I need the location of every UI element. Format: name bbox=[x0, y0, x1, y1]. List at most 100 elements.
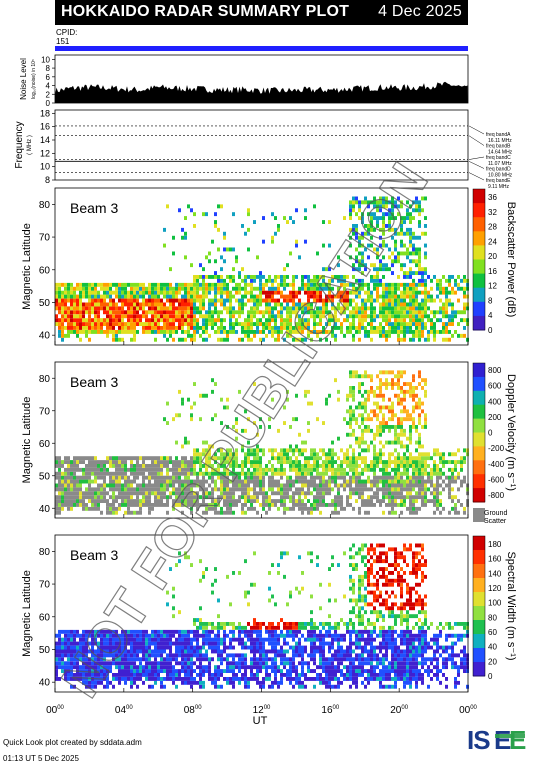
colorbar-segment bbox=[473, 474, 485, 488]
noise-y-tick-label: 2 bbox=[46, 90, 51, 99]
freq-y-tick-label: 8 bbox=[45, 175, 50, 185]
noise-y-tick-label: 4 bbox=[46, 82, 51, 91]
colorbar-segment bbox=[473, 446, 485, 460]
colorbar-tick-label: 0 bbox=[488, 672, 493, 681]
ut-tick-label: 0800 bbox=[184, 705, 202, 716]
ut-tick-label: 0000 bbox=[46, 705, 64, 716]
colorbar-segment bbox=[473, 363, 485, 377]
lat-axis-title: Magnetic Latitude bbox=[21, 397, 33, 484]
beam-annotation: Beam 3 bbox=[70, 200, 118, 216]
ground-scatter-swatch bbox=[473, 508, 485, 522]
colorbar-segment bbox=[473, 217, 485, 232]
ut-axis-label: UT bbox=[253, 715, 268, 727]
colorbar-tick-label: 80 bbox=[488, 613, 497, 622]
colorbar-tick-label: 600 bbox=[488, 382, 502, 391]
freq-band-name: freq bandA bbox=[486, 132, 511, 138]
colorbar-tick-label: 4 bbox=[488, 311, 493, 320]
colorbar-tick-label: -200 bbox=[488, 444, 505, 453]
colorbar-tick-label: 36 bbox=[488, 193, 497, 202]
freq-band-name: freq bandE bbox=[486, 178, 511, 184]
ground-scatter-label: Ground bbox=[484, 510, 507, 517]
freq-band-value: 11.07 MHz bbox=[488, 161, 512, 167]
colorbar-segment bbox=[473, 564, 485, 579]
colorbar-segment bbox=[473, 316, 485, 331]
footer-credit: Quick Look plot created by sddata.adm bbox=[3, 738, 142, 747]
colorbar-tick-label: 60 bbox=[488, 628, 497, 637]
freq-y-tick-label: 18 bbox=[40, 108, 50, 118]
lat-y-tick-label: 80 bbox=[39, 374, 51, 385]
colorbar-tick-label: 160 bbox=[488, 555, 502, 564]
colorbar-segment bbox=[473, 391, 485, 405]
colorbar-tick-label: -400 bbox=[488, 460, 505, 469]
colorbar-tick-label: 0 bbox=[488, 326, 493, 335]
colorbar-segment bbox=[473, 662, 485, 677]
title-bar: HOKKAIDO RADAR SUMMARY PLOT 4 Dec 2025 bbox=[55, 0, 468, 25]
ut-tick-label: 1200 bbox=[253, 705, 271, 716]
colorbar-tick-label: 400 bbox=[488, 397, 502, 406]
isee-logo: IS E E bbox=[465, 722, 527, 754]
lat-y-tick-label: 40 bbox=[39, 678, 51, 689]
ut-tick-label: 0400 bbox=[115, 705, 133, 716]
noise-y-tick-label: 0 bbox=[46, 99, 51, 108]
colorbar-segment bbox=[473, 460, 485, 474]
colorbar-segment bbox=[473, 592, 485, 607]
lat-y-tick-label: 40 bbox=[39, 504, 51, 515]
colorbar-segment bbox=[473, 260, 485, 275]
heatmap-cells bbox=[55, 544, 469, 689]
heatmap-cells bbox=[55, 197, 469, 342]
colorbar-segment bbox=[473, 550, 485, 565]
lat-y-tick-label: 80 bbox=[39, 200, 51, 211]
colorbar-title: Backscatter Power (dB) bbox=[505, 202, 517, 318]
colorbar-segment bbox=[473, 377, 485, 391]
heatmap-cells bbox=[55, 370, 469, 514]
colorbar-tick-label: -800 bbox=[488, 491, 505, 500]
colorbar-tick-label: 8 bbox=[488, 296, 493, 305]
colorbar-tick-label: 32 bbox=[488, 208, 497, 217]
colorbar-frame bbox=[473, 536, 485, 676]
colorbar-title: Spectral Width (m s⁻¹) bbox=[505, 551, 517, 660]
freq-band-value: 14.64 MHz bbox=[488, 150, 513, 156]
colorbar-tick-label: 180 bbox=[488, 540, 502, 549]
colorbar-tick-label: 20 bbox=[488, 657, 497, 666]
noise-axis-subtitle: log₁₀(noise) in 10⁵ bbox=[31, 59, 37, 99]
lat-axis-title: Magnetic Latitude bbox=[21, 570, 33, 657]
ut-tick-label: 0000 bbox=[459, 705, 477, 716]
watermark-text: NOT FOR PUBLICATION bbox=[50, 153, 440, 708]
lat-y-tick-label: 70 bbox=[39, 233, 51, 244]
ut-tick-label: 1600 bbox=[321, 705, 339, 716]
freq-y-tick-label: 10 bbox=[40, 162, 50, 172]
ground-scatter-label: Scatter bbox=[484, 518, 507, 525]
colorbar-tick-label: 100 bbox=[488, 599, 502, 608]
colorbar-frame bbox=[473, 363, 485, 502]
freq-band-value: 16.11 MHz bbox=[488, 138, 512, 144]
colorbar-tick-label: 40 bbox=[488, 643, 497, 652]
colorbar-tick-label: -600 bbox=[488, 475, 505, 484]
freq-band-value: 9.11 MHz bbox=[488, 184, 510, 190]
colorbar-segment bbox=[473, 648, 485, 663]
colorbar-segment bbox=[473, 536, 485, 551]
colorbar-segment bbox=[473, 288, 485, 303]
colorbar-segment bbox=[473, 189, 485, 204]
plot-date: 4 Dec 2025 bbox=[378, 3, 462, 21]
freq-band-pointer bbox=[469, 157, 484, 160]
freq-axis-subtitle: ( MHz ) bbox=[27, 135, 33, 155]
freq-axis-title: Frequency bbox=[14, 121, 25, 168]
freq-band-name: freq bandC bbox=[486, 155, 511, 161]
cpid-value: 151 bbox=[56, 37, 69, 46]
ut-tick-label: 2000 bbox=[390, 705, 408, 716]
lat-y-tick-label: 40 bbox=[39, 331, 51, 342]
colorbar-tick-label: 20 bbox=[488, 252, 497, 261]
colorbar-tick-label: 24 bbox=[488, 237, 497, 246]
colorbar-frame bbox=[473, 189, 485, 330]
noise-level-trace bbox=[55, 82, 468, 103]
freq-band-value: 10.80 MHz bbox=[488, 173, 513, 179]
colorbar-segment bbox=[473, 488, 485, 502]
colorbar-segment bbox=[473, 245, 485, 260]
plot-title: HOKKAIDO RADAR SUMMARY PLOT bbox=[61, 3, 349, 21]
lat-y-tick-label: 60 bbox=[39, 439, 51, 450]
colorbar-tick-label: 200 bbox=[488, 413, 502, 422]
noise-axis-title: Noise Level bbox=[19, 58, 28, 100]
freq-panel-frame bbox=[55, 110, 468, 180]
colorbar-segment bbox=[473, 419, 485, 433]
